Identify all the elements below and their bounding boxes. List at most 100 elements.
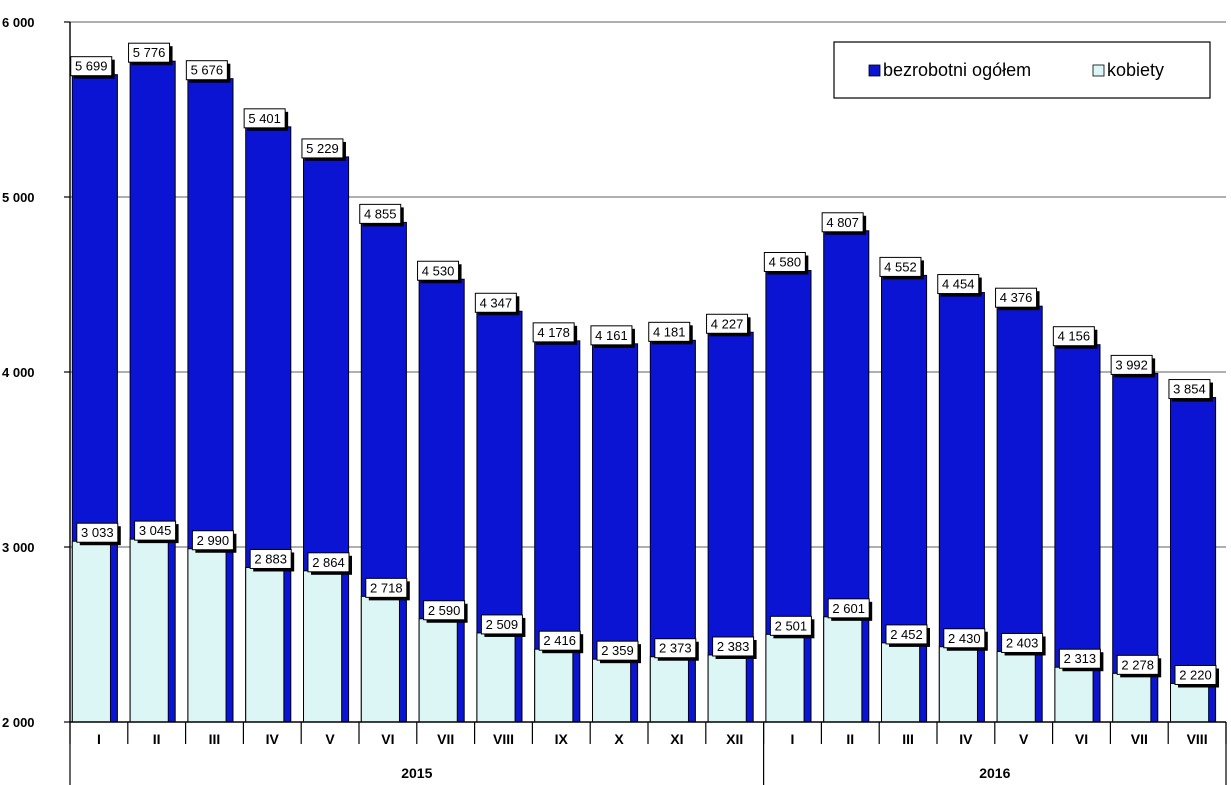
bar-women [1054,666,1094,723]
data-label-total-box [1052,326,1095,347]
bar-women [996,650,1036,723]
x-tick-label: III [902,731,914,747]
data-label-total: 5 401 [248,111,281,126]
data-label-women: 2 501 [775,618,808,633]
bar-women [1112,672,1152,723]
data-label-total: 3 854 [1173,382,1206,397]
x-tick-label: I [97,731,101,747]
data-label-total: 3 992 [1115,357,1148,372]
data-label-total: 5 776 [133,45,166,60]
data-label-women-box [596,640,639,661]
data-label-women: 2 430 [948,631,981,646]
legend: bezrobotni ogółem kobiety [833,41,1211,99]
legend-label-total: bezrobotni ogółem [883,60,1031,80]
data-label-women: 2 373 [659,641,692,656]
data-label-women-box [134,520,177,541]
bar-women [534,648,574,723]
data-label-total-box [417,260,460,281]
data-label-total: 4 181 [653,324,686,339]
data-label-total-box [763,252,806,272]
data-label-women: 2 883 [254,551,287,566]
data-label-total-box [995,287,1038,308]
data-label-total: 4 347 [480,295,513,310]
data-label-total-box [706,313,749,334]
x-tick-label: XI [670,731,683,747]
x-tick-label: III [209,731,221,747]
data-label-total-box [1168,379,1211,400]
data-label-total: 4 376 [1000,290,1033,305]
x-tick-label: VI [1075,731,1088,747]
x-tick-label: VII [437,731,454,747]
y-axis: 2 000 3 000 4 000 5 000 6 000 [2,15,71,730]
y-tick-label: 5 000 [2,190,35,205]
data-label-women: 2 452 [890,627,923,642]
year-label: 2016 [979,765,1010,781]
x-tick-label: IV [959,731,973,747]
data-label-total-box [879,256,922,277]
data-label-women-box [76,522,119,543]
bar-women [476,632,516,723]
x-tick-label: V [1019,731,1029,747]
data-label-women-box [480,614,523,635]
data-label-total: 5 676 [191,63,224,78]
x-axis: I II III IV V VI VII VIII IX X XI XII I II III IV V VI VII… [69,721,1227,785]
x-tick-label: XII [726,731,743,747]
bar-women [765,633,805,723]
data-label-total: 4 161 [595,328,628,343]
bar-women [938,646,978,723]
bar-women [707,654,747,723]
data-label-total: 4 580 [769,255,802,270]
bar-women [129,538,169,723]
data-label-total: 4 156 [1058,329,1091,344]
data-label-total-box [937,274,980,295]
data-label-women-box [423,600,466,621]
data-label-women-box [191,530,234,551]
data-label-total: 4 807 [826,215,859,230]
bar-women [592,658,632,723]
data-label-women: 2 313 [1064,651,1097,666]
data-label-total-box [590,325,633,346]
data-label-total: 4 178 [537,325,570,340]
legend-label-women: kobiety [1107,60,1164,80]
x-tick-label: II [846,731,854,747]
bar-women [187,548,227,723]
data-label-total-box [243,108,286,129]
data-label-women-box [769,615,812,636]
x-tick-label: IV [266,731,280,747]
year-label: 2015 [401,765,432,781]
x-tick-label: VIII [1187,731,1208,747]
bar-women [303,570,343,723]
data-label-women: 3 045 [139,523,172,538]
data-label-women: 2 509 [486,617,519,632]
y-tick-label: 2 000 [2,715,35,730]
data-label-total: 4 530 [422,263,455,278]
data-label-women: 2 590 [428,603,461,618]
data-label-total: 4 552 [884,259,917,274]
data-label-women: 2 403 [1006,635,1039,650]
data-label-women: 2 359 [601,643,634,658]
legend-swatch-women [1092,64,1105,77]
data-label-total-box [474,292,517,313]
data-label-total: 4 227 [711,316,744,331]
bar-women [245,566,285,723]
data-label-total-box [301,138,344,159]
data-label-total-box [359,203,402,224]
y-tick-label: 6 000 [2,15,35,30]
data-label-women-box [365,577,408,598]
bar-women [418,618,458,723]
data-label-women-box [538,630,581,651]
data-label-total-box [532,322,575,343]
legend-box [833,41,1211,99]
data-label-women: 3 033 [81,525,114,540]
data-label-total-box [185,60,228,81]
data-label-total: 4 454 [942,277,975,292]
data-label-women-box [249,548,292,569]
data-label-women-box [654,638,697,659]
legend-swatch-total [868,64,881,77]
data-labels: 5 699 3 033 5 776 3 045 5 676 2 990 5 401 2 883… [70,42,1219,688]
x-tick-label: VIII [493,731,514,747]
data-label-women-box [307,552,350,573]
data-label-women-box [1174,665,1217,685]
data-label-women-box [712,636,755,657]
